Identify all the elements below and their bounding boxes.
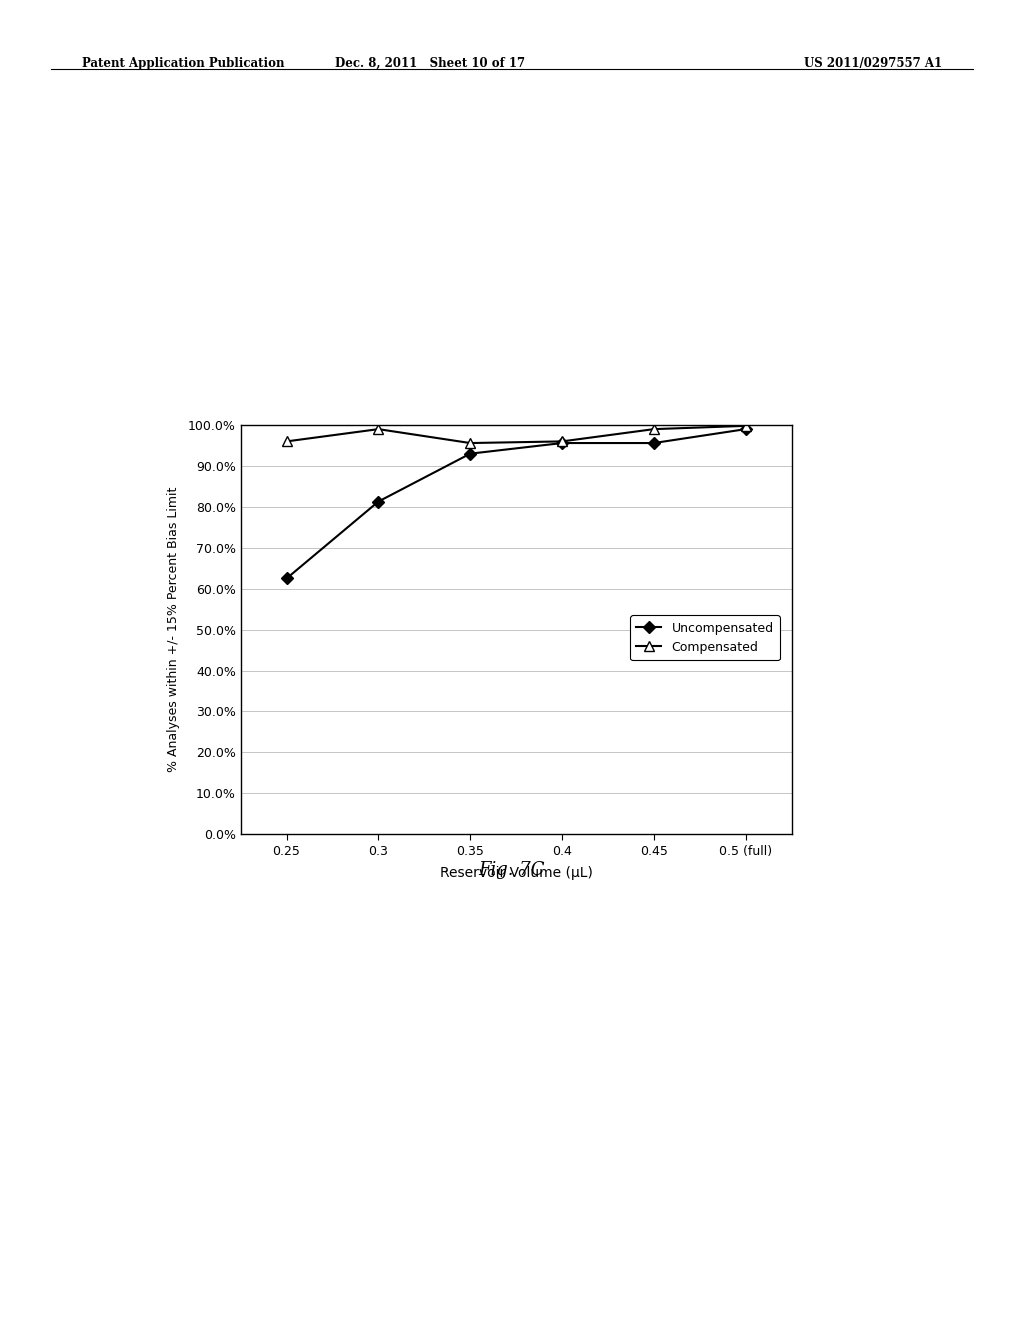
Uncompensated: [464, 446, 476, 462]
Uncompensated: [739, 421, 752, 437]
Compensated: [739, 418, 752, 434]
Legend: Uncompensated, Compensated: Uncompensated, Compensated: [630, 615, 780, 660]
Line: Compensated: Compensated: [282, 421, 751, 447]
Compensated: [464, 436, 476, 451]
X-axis label: Reservoir Volume (μL): Reservoir Volume (μL): [439, 866, 593, 880]
Text: Dec. 8, 2011   Sheet 10 of 17: Dec. 8, 2011 Sheet 10 of 17: [335, 57, 525, 70]
Uncompensated: [556, 436, 568, 451]
Compensated: [556, 433, 568, 449]
Compensated: [372, 421, 384, 437]
Uncompensated: [281, 570, 293, 586]
Uncompensated: [372, 494, 384, 510]
Line: Uncompensated: Uncompensated: [283, 425, 750, 582]
Y-axis label: % Analyses within +/- 15% Percent Bias Limit: % Analyses within +/- 15% Percent Bias L…: [167, 487, 179, 772]
Text: US 2011/0297557 A1: US 2011/0297557 A1: [804, 57, 942, 70]
Text: Patent Application Publication: Patent Application Publication: [82, 57, 285, 70]
Text: Fig. 7C: Fig. 7C: [479, 861, 545, 879]
Uncompensated: [647, 436, 659, 451]
Compensated: [281, 433, 293, 449]
Compensated: [647, 421, 659, 437]
